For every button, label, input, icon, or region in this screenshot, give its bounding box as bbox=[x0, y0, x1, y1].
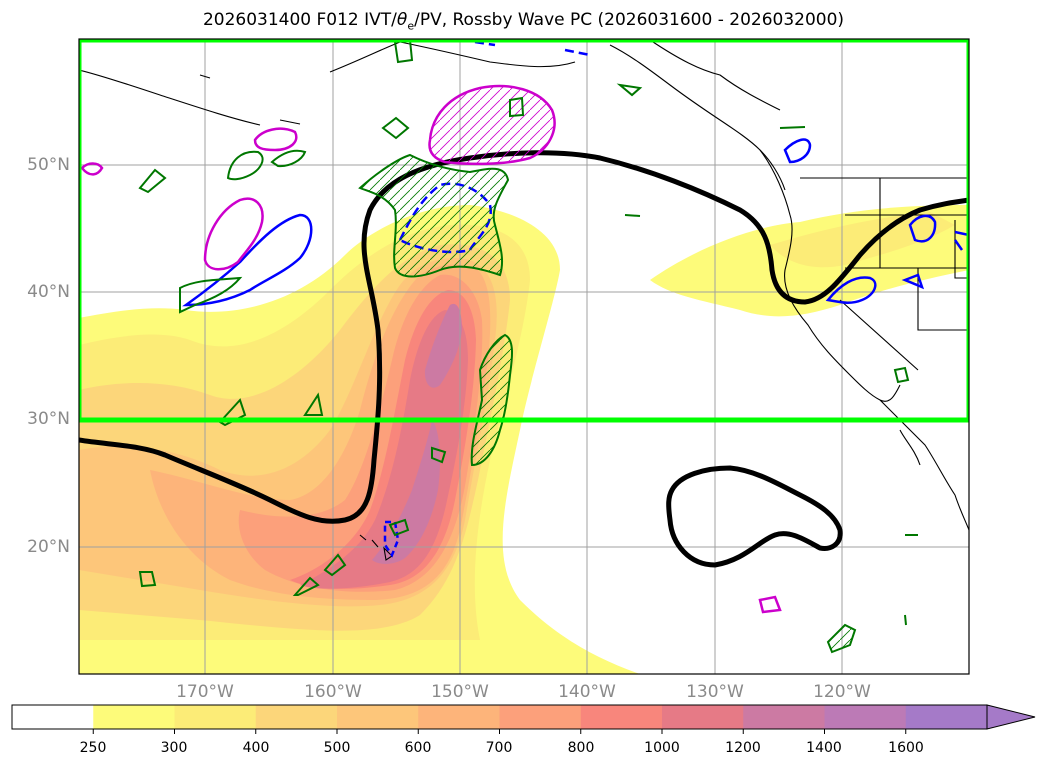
colorbar-tick-1400: 1400 bbox=[806, 740, 842, 756]
colorbar-tick-800: 800 bbox=[567, 740, 595, 756]
blue-nevada bbox=[901, 273, 925, 290]
colorbar-tick-1000: 1000 bbox=[644, 740, 680, 756]
colorbar-tick-500: 500 bbox=[323, 740, 351, 756]
alaska-coast bbox=[79, 39, 786, 191]
colorbar-swatch bbox=[905, 705, 988, 729]
magenta-south bbox=[758, 595, 782, 614]
colorbar-swatch bbox=[499, 705, 582, 729]
blue-oregon bbox=[825, 276, 877, 304]
lat-label-30n: 30°N bbox=[27, 409, 70, 429]
colorbar-swatch bbox=[580, 705, 663, 729]
pv-2-contour-closed bbox=[666, 465, 843, 568]
lon-label-120w: 120°W bbox=[813, 682, 871, 702]
bc-coast bbox=[759, 149, 969, 531]
lat-label-40n: 40°N bbox=[27, 282, 70, 302]
colorbar-swatch bbox=[93, 705, 175, 729]
colorbar-tick-400: 400 bbox=[242, 740, 270, 756]
ivt-300-east bbox=[770, 212, 955, 268]
colorbar-tick-1600: 1600 bbox=[888, 740, 924, 756]
lat-label-50n: 50°N bbox=[27, 155, 70, 175]
blue-east-a bbox=[908, 214, 937, 243]
colorbar-swatch bbox=[824, 705, 907, 729]
green-west-a bbox=[226, 149, 307, 181]
green-southeast bbox=[470, 333, 513, 467]
map-plot-area bbox=[79, 39, 969, 674]
blue-bc bbox=[783, 138, 812, 164]
green-hawaii bbox=[292, 518, 410, 596]
green-center bbox=[358, 153, 510, 278]
lon-label-150w: 150°W bbox=[431, 682, 489, 702]
magenta-west bbox=[203, 197, 264, 271]
colorbar-swatch bbox=[418, 705, 500, 729]
colorbar-swatch bbox=[662, 705, 744, 729]
lon-label-140w: 140°W bbox=[558, 682, 616, 702]
ivt-filled-contours bbox=[79, 205, 969, 674]
green-small-a bbox=[218, 392, 447, 464]
colorbar-swatches bbox=[12, 705, 988, 734]
colorbar-swatch bbox=[255, 705, 338, 729]
blue-hawaii-dashed bbox=[383, 520, 400, 558]
ivt-1200-north bbox=[424, 303, 462, 388]
colorbar-swatch bbox=[743, 705, 825, 729]
green-west-b bbox=[138, 168, 243, 314]
colorbar-tick-300: 300 bbox=[160, 740, 188, 756]
hawaii bbox=[359, 534, 393, 561]
green-southeast-far bbox=[826, 623, 857, 654]
green-east bbox=[393, 39, 918, 626]
theta-contours bbox=[138, 39, 918, 654]
green-sw bbox=[138, 571, 157, 588]
colorbar-swatch bbox=[12, 705, 94, 729]
coastlines bbox=[79, 39, 969, 561]
map-title: 2026031400 F012 IVT/θe/PV, Rossby Wave P… bbox=[202, 10, 845, 33]
lat-label-20n: 20°N bbox=[27, 537, 70, 557]
magenta-dateline bbox=[80, 162, 104, 176]
colorbar-extend-arrow bbox=[986, 704, 1036, 730]
map-frame bbox=[78, 38, 970, 675]
lon-label-170w: 170°W bbox=[176, 682, 234, 702]
colorbar bbox=[11, 704, 1036, 734]
ivt-1200 bbox=[372, 420, 440, 564]
green-center-north bbox=[381, 96, 525, 140]
highlight-box bbox=[79, 39, 969, 423]
colorbar-tick-1200: 1200 bbox=[725, 740, 761, 756]
colorbar-tick-600: 600 bbox=[404, 740, 432, 756]
magenta-northwest bbox=[253, 127, 298, 152]
colorbar-swatch bbox=[337, 705, 419, 729]
lon-label-160w: 160°W bbox=[304, 682, 362, 702]
lon-label-130w: 130°W bbox=[686, 682, 744, 702]
colorbar-tick-700: 700 bbox=[485, 740, 513, 756]
colorbar-swatch bbox=[174, 705, 257, 729]
colorbar-frame bbox=[11, 704, 988, 730]
colorbar-tick-250: 250 bbox=[79, 740, 107, 756]
blue-west bbox=[182, 213, 313, 307]
